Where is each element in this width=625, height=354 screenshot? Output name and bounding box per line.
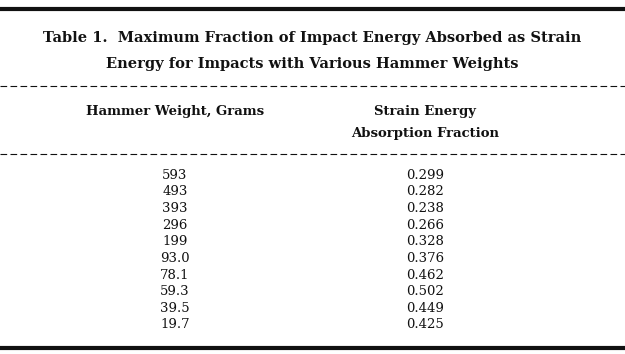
- Text: 39.5: 39.5: [160, 302, 190, 315]
- Text: 19.7: 19.7: [160, 319, 190, 331]
- Text: 0.425: 0.425: [406, 319, 444, 331]
- Text: 0.299: 0.299: [406, 169, 444, 182]
- Text: 199: 199: [162, 235, 188, 248]
- Text: 0.266: 0.266: [406, 219, 444, 232]
- Text: 0.238: 0.238: [406, 202, 444, 215]
- Text: 0.462: 0.462: [406, 269, 444, 281]
- Text: Table 1.  Maximum Fraction of Impact Energy Absorbed as Strain: Table 1. Maximum Fraction of Impact Ener…: [43, 31, 582, 45]
- Text: 296: 296: [162, 219, 188, 232]
- Text: 59.3: 59.3: [160, 285, 190, 298]
- Text: 0.449: 0.449: [406, 302, 444, 315]
- Text: Absorption Fraction: Absorption Fraction: [351, 127, 499, 140]
- Text: Hammer Weight, Grams: Hammer Weight, Grams: [86, 105, 264, 118]
- Text: 78.1: 78.1: [160, 269, 190, 281]
- Text: 0.376: 0.376: [406, 252, 444, 265]
- Text: 493: 493: [162, 185, 188, 198]
- Text: Strain Energy: Strain Energy: [374, 105, 476, 118]
- Text: Energy for Impacts with Various Hammer Weights: Energy for Impacts with Various Hammer W…: [106, 57, 519, 71]
- Text: 93.0: 93.0: [160, 252, 190, 265]
- Text: 0.328: 0.328: [406, 235, 444, 248]
- Text: 593: 593: [162, 169, 188, 182]
- Text: 0.282: 0.282: [406, 185, 444, 198]
- Text: 393: 393: [162, 202, 188, 215]
- Text: 0.502: 0.502: [406, 285, 444, 298]
